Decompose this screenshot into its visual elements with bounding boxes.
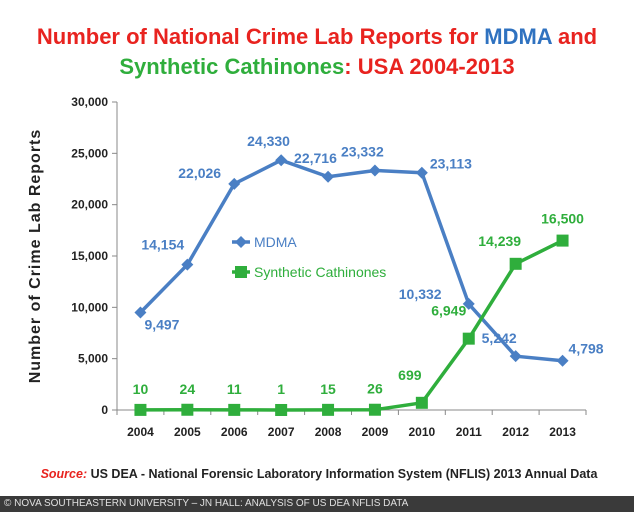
cathinones-point [275,403,288,416]
y-tick-label: 5,000 [78,352,108,366]
x-tick-label: 2011 [456,425,482,439]
cathinones-point [368,403,381,416]
mdma-data-label: 22,026 [178,165,221,181]
image-credit: © NOVA SOUTHEASTERN UNIVERSITY – JN HALL… [0,496,634,512]
mdma-point [462,297,475,310]
cathinones-point [415,396,428,409]
x-tick-label: 2010 [408,425,435,439]
cathinones-data-label: 11 [227,381,242,397]
x-tick-label: 2009 [362,425,389,439]
series-line-cathinones [140,239,564,412]
title-and: and [551,24,598,49]
mdma-point [368,164,381,177]
mdma-point [509,350,522,363]
source-note: Source: US DEA - National Forensic Labor… [4,467,634,481]
source-label: Source: [40,467,88,481]
mdma-data-label: 4,798 [569,341,604,357]
cathinones-data-label: 26 [367,381,383,397]
mdma-data-label: 10,332 [399,286,442,302]
legend-cathinones-label: Synthetic Cathinones [254,264,386,280]
cathinones-point [509,257,522,270]
cathinones-data-label: 6,949 [431,303,466,319]
mdma-point [134,306,147,319]
mdma-data-label: 5,242 [482,330,517,346]
y-tick-label: 20,000 [71,198,108,212]
x-tick-label: 2005 [174,425,201,439]
mdma-point [228,177,241,190]
y-tick-label: 0 [101,403,108,417]
cathinones-point [134,403,147,416]
mdma-data-label: 22,716 [294,150,337,166]
legend-mdma-label: MDMA [254,234,297,250]
mdma-point [181,258,194,271]
mdma-point [556,354,569,367]
y-tick-label: 25,000 [71,146,108,160]
x-tick-label: 2004 [127,425,154,439]
y-tick-label: 10,000 [71,300,108,314]
mdma-point [322,170,335,183]
legend-mdma-marker [235,236,247,248]
mdma-point [275,154,288,167]
cathinones-data-label: 24 [180,381,196,397]
legend-cathinones-marker [235,266,247,278]
cathinones-data-label: 10 [133,381,149,397]
title-text-1: Number of National Crime Lab Reports for [36,24,485,49]
mdma-data-label: 9,497 [144,316,179,332]
cathinones-point [462,332,475,345]
x-tick-label: 2007 [268,425,295,439]
cathinones-point [181,403,194,416]
cathinones-point [228,403,241,416]
cathinones-data-label: 16,500 [541,211,584,227]
cathinones-data-label: 1 [277,381,285,397]
cathinones-data-label: 15 [320,381,336,397]
source-text: US DEA - National Forensic Laboratory In… [87,467,598,481]
series-line-mdma [139,158,563,363]
mdma-point [415,166,428,179]
mdma-data-label: 14,154 [141,237,184,253]
cathinones-point [322,403,335,416]
mdma-data-label: 24,330 [247,133,290,149]
y-tick-label: 30,000 [71,95,108,109]
x-tick-label: 2006 [221,425,248,439]
chart-title: Number of National Crime Lab Reports for… [0,22,634,82]
title-cathinones: Synthetic Cathinones [119,54,345,79]
x-tick-label: 2012 [502,425,529,439]
title-mdma: MDMA [484,24,552,49]
mdma-data-label: 23,113 [430,156,472,172]
mdma-data-label: 23,332 [341,143,384,159]
x-tick-label: 2008 [315,425,342,439]
cathinones-point [556,234,569,247]
cathinones-data-label: 14,239 [478,233,521,249]
cathinones-data-label: 699 [398,367,422,383]
y-axis-title: Number of Crime Lab Reports [27,129,44,384]
x-tick-label: 2013 [549,425,576,439]
title-years: : USA 2004-2013 [344,54,515,79]
y-tick-label: 15,000 [71,249,108,263]
